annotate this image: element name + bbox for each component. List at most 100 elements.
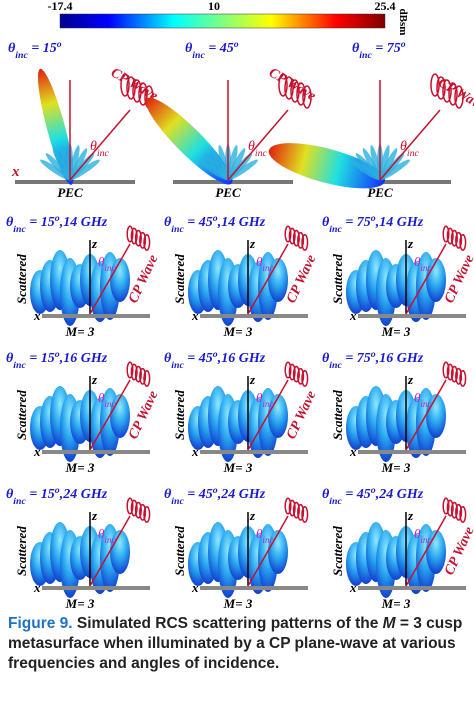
incidence-label-part: ,16 GHz — [59, 351, 108, 366]
axis-label: x — [33, 580, 41, 595]
wave-spiral — [284, 225, 292, 243]
wave-spiral — [132, 79, 142, 103]
m-label-part: M — [65, 324, 78, 339]
angle-label-part: θ — [248, 139, 255, 154]
incidence-label-part: ,24 GHz — [59, 487, 108, 502]
m-label-part: M — [223, 324, 236, 339]
angle-label-part: inc — [420, 535, 431, 545]
axis-label: z — [249, 236, 256, 251]
m-label: M= 3 — [381, 324, 411, 339]
pec-surface — [15, 180, 135, 184]
incidence-label-part: = 45 — [342, 487, 371, 502]
metasurface — [200, 450, 308, 454]
incidence-label-part: inc — [329, 360, 342, 371]
m-label-part: = 3 — [77, 596, 95, 611]
incidence-label-part: inc — [171, 360, 184, 371]
m-label-part: M — [381, 596, 394, 611]
incidence-label-part: inc — [171, 496, 184, 507]
incidence-arrow — [405, 243, 447, 315]
incidence-label-part: = 75 — [372, 41, 401, 56]
incidence-label-part: inc — [192, 50, 205, 61]
wave-spiral — [126, 361, 134, 379]
m-label: M= 3 — [381, 596, 411, 611]
wave-spiral — [296, 82, 306, 106]
angle-label-part: θ — [414, 390, 421, 405]
wave-spiral — [301, 233, 309, 251]
incidence-label-part: o — [55, 213, 60, 224]
colorbar-tick-label: -17.4 — [48, 0, 73, 13]
caption-var: M — [382, 615, 396, 632]
wave-spiral — [292, 501, 300, 519]
pec-surface — [331, 180, 451, 184]
wave-spiral — [134, 229, 142, 247]
incidence-label-part: θ — [8, 41, 16, 56]
colorbar — [59, 13, 386, 29]
incidence-label-part: θ — [6, 351, 14, 366]
incidence-label: θinc = 45o,16 GHz — [164, 349, 266, 371]
side-label: Scattered — [14, 390, 29, 440]
m-label-part: M — [65, 596, 78, 611]
angle-label-part: inc — [97, 148, 110, 159]
caption-text: = 3 cusp metasurface when illuminated by… — [8, 615, 463, 672]
m-label-part: = 3 — [77, 460, 95, 475]
axis-label: z — [407, 508, 414, 523]
wave-spiral — [297, 231, 305, 249]
metasurface — [358, 450, 466, 454]
wave-spiral — [139, 231, 147, 249]
wave-spiral — [455, 231, 463, 249]
metasurface — [358, 586, 466, 590]
incidence-label-part: = 45 — [184, 215, 213, 230]
axis-label: z — [91, 372, 98, 387]
incidence-label: θinc = 75o,14 GHz — [322, 213, 424, 235]
scatter-lobe — [268, 143, 385, 189]
wave-label: CP Wave — [435, 75, 474, 114]
angle-label-part: inc — [262, 399, 273, 409]
incidence-arrow — [405, 515, 447, 587]
wave-label: CP Wave — [284, 389, 319, 442]
metasurface — [200, 314, 308, 318]
incidence-label-part: = 45 — [205, 41, 234, 56]
wave-label: CP Wave — [126, 389, 161, 442]
wave-spiral — [288, 363, 296, 381]
wave-spiral — [288, 227, 296, 245]
angle-label: θinc — [90, 139, 110, 159]
m-label: M= 3 — [381, 460, 411, 475]
wave-spiral — [448, 82, 458, 106]
wave-spiral — [284, 497, 292, 515]
colorbar-tick-label: 10 — [208, 0, 220, 13]
angle-label-part: θ — [414, 526, 421, 541]
incidence-label: θinc = 75o — [352, 39, 406, 61]
axis-label: x — [33, 308, 41, 323]
m-label-part: M — [381, 460, 394, 475]
side-lobe — [227, 145, 238, 181]
wave-spiral — [446, 363, 454, 381]
m-label: M= 3 — [65, 324, 95, 339]
incidence-label: θinc = 75o,16 GHz — [322, 349, 424, 371]
wave-spiral — [442, 497, 450, 515]
side-lobe — [69, 159, 100, 181]
incidence-label-part: o — [57, 39, 62, 50]
incidence-label-part: θ — [185, 41, 193, 56]
angle-label: θinc — [414, 254, 432, 273]
wave-spiral — [126, 497, 134, 515]
incidence-label-part: inc — [171, 224, 184, 235]
side-lobe — [69, 145, 80, 181]
angle-label-part: inc — [262, 263, 273, 273]
axis-label: z — [407, 236, 414, 251]
caption-text: Simulated RCS scattering patterns of the — [72, 615, 383, 632]
side-label: Scattered — [172, 526, 187, 576]
m-label-part: = 3 — [77, 324, 95, 339]
wave-spiral — [302, 85, 312, 109]
incidence-arrow — [379, 109, 441, 181]
angle-label: θinc — [400, 139, 420, 159]
incidence-arrow — [89, 243, 131, 315]
axis-label: z — [249, 508, 256, 523]
wave-spiral — [436, 76, 446, 100]
angle-label-part: inc — [104, 263, 115, 273]
wave-spiral — [290, 79, 300, 103]
angle-label-part: θ — [400, 139, 407, 154]
incidence-label-part: = 75 — [342, 215, 371, 230]
wave-label: CP Wave — [442, 525, 474, 578]
m-label-part: M — [223, 596, 236, 611]
